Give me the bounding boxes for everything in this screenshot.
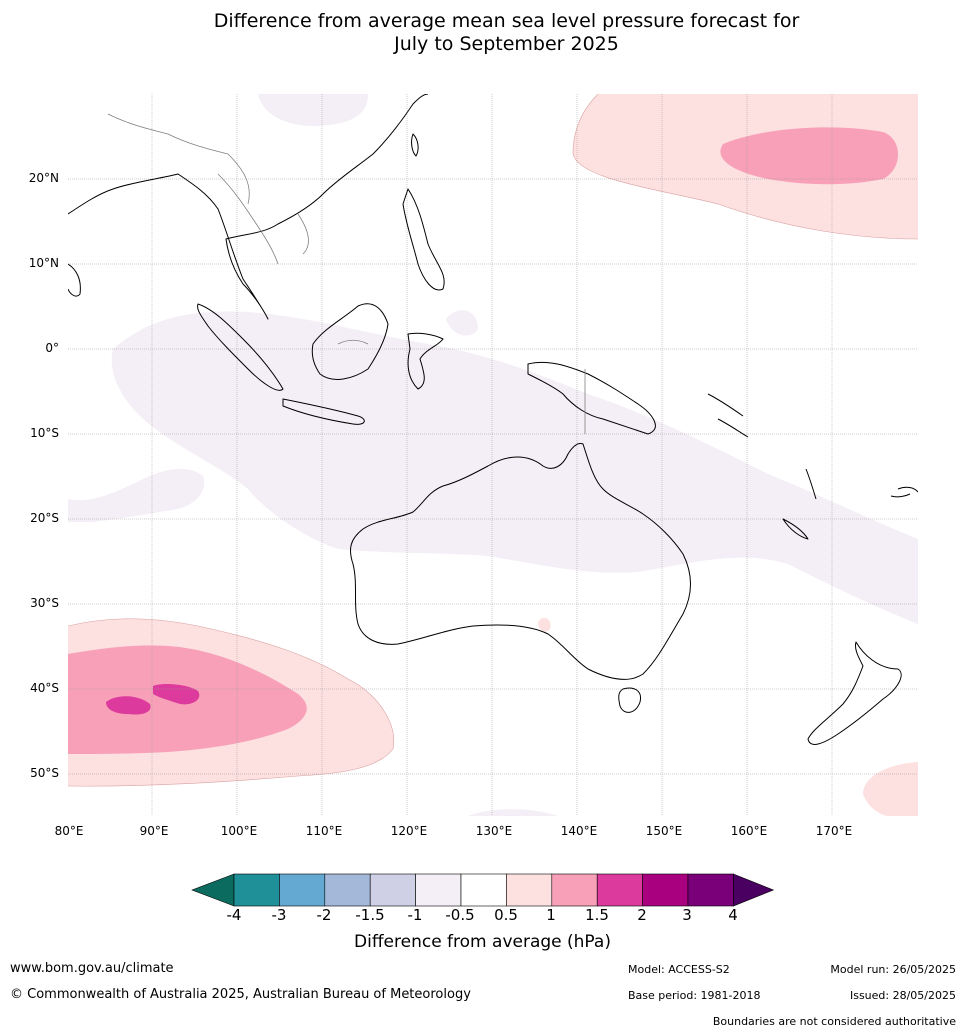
lat-label-0: 0° — [45, 341, 59, 355]
lat-label-20s: 20°S — [30, 511, 59, 525]
lon-label-130e: 130°E — [475, 824, 513, 838]
pressure-anomaly-map — [68, 94, 918, 816]
coastline-taiwan — [411, 133, 419, 157]
coastline-vanuatu — [805, 468, 817, 500]
contour-north-pacific — [572, 94, 918, 240]
colorbar-tick-11: 4 — [728, 906, 738, 924]
anomaly-region-tasman-low — [863, 762, 918, 816]
colorbar-bin — [551, 873, 598, 907]
coastline-sumatra — [197, 303, 284, 391]
colorbar-tick-0: -4 — [226, 906, 242, 924]
colorbar-extend-low — [191, 873, 235, 907]
colorbar-tick-10: 3 — [682, 906, 692, 924]
colorbar-bin — [460, 873, 507, 907]
colorbar-tick-1: -3 — [271, 906, 287, 924]
lon-label-160e: 160°E — [730, 824, 768, 838]
colorbar-tick-4: -1 — [407, 906, 423, 924]
anomaly-region-southern-indian-high-2 — [106, 696, 151, 715]
map-canvas — [68, 94, 918, 816]
lat-label-10s: 10°S — [30, 426, 59, 440]
colorbar-bin — [279, 873, 326, 907]
colorbar-bin — [415, 873, 462, 907]
colorbar-bin — [687, 873, 734, 907]
colorbar-tick-2: -2 — [316, 906, 332, 924]
anomaly-region-tropics — [111, 311, 918, 624]
lat-label-50s: 50°S — [30, 766, 59, 780]
lat-label-30s: 30°S — [30, 596, 59, 610]
colorbar-extend-high — [733, 873, 775, 907]
anomaly-region-papua — [446, 310, 478, 336]
anomaly-region-indian-ocean — [68, 468, 205, 522]
coastline-philippines — [402, 188, 445, 291]
lon-label-120e: 120°E — [390, 824, 428, 838]
lon-label-140e: 140°E — [560, 824, 598, 838]
colorbar-bin — [324, 873, 371, 907]
anomaly-region-north-pacific-mid — [720, 127, 898, 185]
coastline-sri-lanka-india — [68, 263, 81, 297]
coastline-mainland-asia — [68, 94, 429, 320]
lon-label-150e: 150°E — [645, 824, 683, 838]
footer-copyright: © Commonwealth of Australia 2025, Austra… — [10, 987, 471, 1002]
colorbar-tick-3: -1.5 — [355, 906, 385, 924]
anomaly-region-papua-pink — [538, 618, 551, 632]
footer-website[interactable]: www.bom.gov.au/climate — [10, 961, 174, 976]
colorbar-tick-6: 0.5 — [494, 906, 518, 924]
lon-label-90e: 90°E — [139, 824, 169, 838]
coastline-fiji — [890, 486, 918, 498]
lat-label-40s: 40°S — [30, 681, 59, 695]
lat-label-10n: 10°N — [28, 256, 59, 270]
map-title: Difference from average mean sea level p… — [0, 10, 965, 56]
title-line-1: Difference from average mean sea level p… — [213, 10, 800, 32]
colorbar-bin — [369, 873, 416, 907]
lon-label-110e: 110°E — [305, 824, 343, 838]
colorbar-tick-9: 2 — [637, 906, 647, 924]
coastline-new-guinea — [527, 361, 656, 435]
anomaly-region-south — [468, 809, 558, 816]
colorbar — [191, 873, 775, 907]
coastline-borneo — [311, 303, 389, 380]
lon-label-80e: 80°E — [54, 824, 84, 838]
footer-model-run: Model run: 26/05/2025 — [830, 963, 956, 976]
coastline-tasmania — [618, 687, 642, 713]
colorbar-tick-7: 1 — [546, 906, 556, 924]
footer-base-period: Base period: 1981-2018 — [628, 989, 761, 1002]
coastline-java — [282, 398, 365, 425]
colorbar-bin — [596, 873, 643, 907]
contour-southern-indian — [68, 618, 395, 787]
lon-label-170e: 170°E — [815, 824, 853, 838]
footer-boundaries-note: Boundaries are not considered authoritat… — [712, 1015, 956, 1028]
footer-issued: Issued: 28/05/2025 — [849, 989, 956, 1002]
graticule — [68, 94, 918, 816]
colorbar-tick-8: 1.5 — [585, 906, 609, 924]
colorbar-tick-5: -0.5 — [445, 906, 475, 924]
lon-label-100e: 100°E — [220, 824, 258, 838]
footer-model: Model: ACCESS-S2 — [628, 963, 730, 976]
country-borders — [107, 113, 586, 434]
colorbar-bin — [506, 873, 553, 907]
coastline-australia — [350, 443, 691, 680]
coastline-solomon-islands — [707, 393, 749, 438]
coastline-sulawesi — [407, 332, 444, 390]
colorbar-bin — [233, 873, 280, 907]
lat-label-20n: 20°N — [28, 171, 59, 185]
title-line-2: July to September 2025 — [394, 33, 619, 55]
coastline-new-caledonia — [782, 518, 809, 540]
coastline-new-zealand — [807, 641, 902, 745]
colorbar-title: Difference from average (hPa) — [354, 932, 611, 952]
colorbar-bin — [642, 873, 689, 907]
anomaly-region-north — [258, 94, 368, 127]
